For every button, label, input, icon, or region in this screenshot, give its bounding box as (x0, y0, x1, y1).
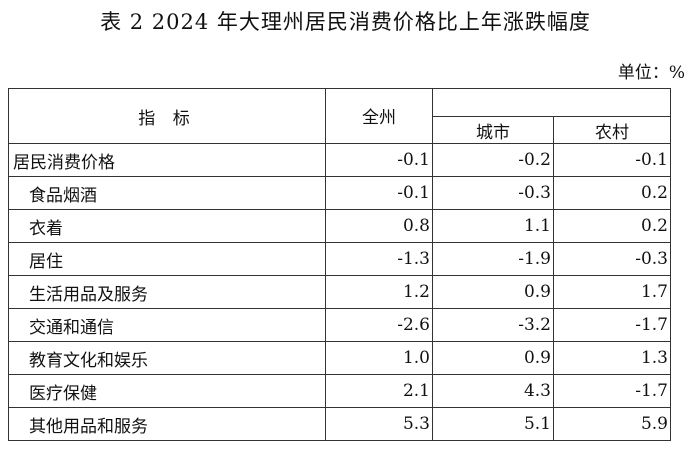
cell-rural: -1.7 (553, 308, 671, 342)
cell-city: 0.9 (432, 341, 554, 375)
table-row: 其他用品和服务 5.3 5.1 5.9 (8, 407, 671, 441)
cell-all: 0.8 (325, 209, 433, 243)
cell-rural: -0.1 (553, 143, 671, 177)
header-city: 城市 (432, 116, 554, 144)
price-change-table: 指 标 全州 城市 农村 居民消费价格 -0.1 -0.2 -0.1 食品烟酒 … (8, 88, 671, 441)
cell-all: 5.3 (325, 407, 433, 441)
row-name: 交通和通信 (8, 308, 326, 342)
cell-rural: 5.9 (553, 407, 671, 441)
row-name: 居住 (8, 242, 326, 276)
row-name: 居民消费价格 (8, 143, 326, 177)
cell-city: 0.9 (432, 275, 554, 309)
row-name: 生活用品及服务 (8, 275, 326, 309)
cell-rural: 0.2 (553, 209, 671, 243)
cell-city: 1.1 (432, 209, 554, 243)
cell-rural: -1.7 (553, 374, 671, 408)
row-name: 衣着 (8, 209, 326, 243)
cell-city: -3.2 (432, 308, 554, 342)
cell-city: 4.3 (432, 374, 554, 408)
cell-all: 1.2 (325, 275, 433, 309)
row-name: 医疗保健 (8, 374, 326, 408)
cell-city: -0.3 (432, 176, 554, 210)
cell-city: -1.9 (432, 242, 554, 276)
unit-label: 单位：% (617, 63, 685, 83)
cell-rural: 1.7 (553, 275, 671, 309)
table-row: 医疗保健 2.1 4.3 -1.7 (8, 374, 671, 408)
cell-rural: 1.3 (553, 341, 671, 375)
table-row: 交通和通信 -2.6 -3.2 -1.7 (8, 308, 671, 342)
cell-all: -2.6 (325, 308, 433, 342)
table-row: 教育文化和娱乐 1.0 0.9 1.3 (8, 341, 671, 375)
cell-all: -0.1 (325, 143, 433, 177)
row-name: 教育文化和娱乐 (8, 341, 326, 375)
row-name: 其他用品和服务 (8, 407, 326, 441)
cell-all: 2.1 (325, 374, 433, 408)
cell-all: -0.1 (325, 176, 433, 210)
header-rural: 农村 (553, 116, 671, 144)
header-all: 全州 (325, 88, 433, 144)
cell-all: -1.3 (325, 242, 433, 276)
cell-city: -0.2 (432, 143, 554, 177)
table-row: 生活用品及服务 1.2 0.9 1.7 (8, 275, 671, 309)
table-row: 居民消费价格 -0.1 -0.2 -0.1 (8, 143, 671, 177)
cell-city: 5.1 (432, 407, 554, 441)
table-title: 表 2 2024 年大理州居民消费价格比上年涨跌幅度 (100, 10, 591, 34)
cell-rural: -0.3 (553, 242, 671, 276)
cell-rural: 0.2 (553, 176, 671, 210)
table-row: 衣着 0.8 1.1 0.2 (8, 209, 671, 243)
header-indicator: 指 标 (8, 88, 326, 144)
cell-all: 1.0 (325, 341, 433, 375)
table-row: 食品烟酒 -0.1 -0.3 0.2 (8, 176, 671, 210)
row-name: 食品烟酒 (8, 176, 326, 210)
header-blank (432, 88, 671, 117)
table-row: 居住 -1.3 -1.9 -0.3 (8, 242, 671, 276)
